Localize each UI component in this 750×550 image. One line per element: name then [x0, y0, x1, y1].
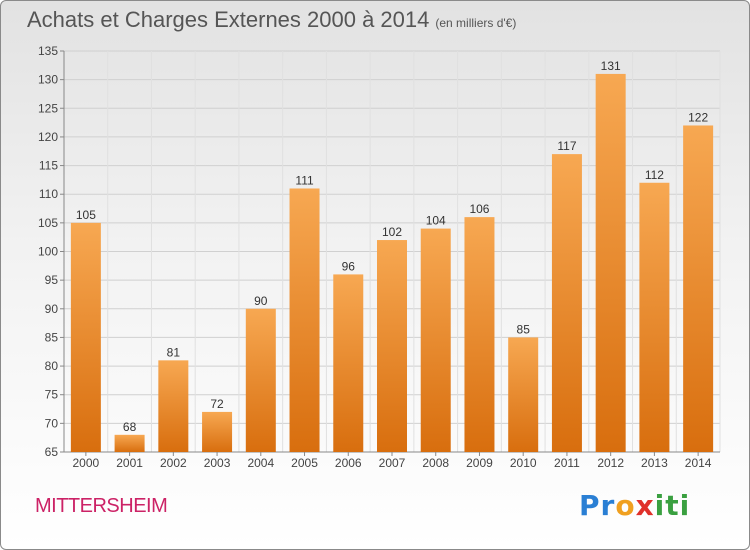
bar — [333, 274, 364, 452]
brand-logo: Proxiti — [579, 489, 690, 522]
bar — [245, 308, 276, 452]
x-tick-label: 2003 — [204, 456, 231, 470]
chart-subtitle: (en milliers d'€) — [435, 16, 517, 30]
bar — [683, 125, 714, 452]
y-tick-label: 105 — [38, 216, 58, 230]
bar — [114, 434, 145, 452]
data-label: 122 — [688, 110, 708, 124]
brand-logo-part: iti — [654, 489, 691, 522]
y-tick-label: 80 — [45, 359, 59, 373]
bar — [508, 337, 539, 452]
y-tick-label: 100 — [38, 245, 58, 259]
place-name: MITTERSHEIM — [35, 495, 168, 517]
data-label: 68 — [123, 420, 137, 434]
x-tick-label: 2008 — [422, 456, 449, 470]
x-tick-label: 2002 — [160, 456, 187, 470]
y-tick-label: 110 — [39, 187, 58, 201]
brand-logo-part: Pr — [579, 489, 616, 522]
chart-title: Achats et Charges Externes 2000 à 2014 (e… — [27, 7, 516, 33]
x-tick-label: 2005 — [291, 456, 318, 470]
data-label: 104 — [426, 214, 446, 228]
y-tick-label: 130 — [38, 73, 58, 87]
data-label: 106 — [469, 202, 489, 216]
y-tick-label: 85 — [45, 330, 59, 344]
bar — [464, 217, 495, 452]
bar — [377, 240, 407, 452]
x-tick-label: 2014 — [685, 456, 712, 470]
bar — [158, 360, 189, 452]
y-tick-label: 115 — [39, 159, 58, 173]
y-tick-label: 125 — [38, 101, 58, 115]
data-label: 72 — [210, 397, 224, 411]
data-label: 131 — [601, 59, 621, 73]
brand-logo-part: x — [635, 489, 655, 522]
x-tick-label: 2012 — [597, 456, 624, 470]
x-tick-label: 2007 — [379, 456, 406, 470]
x-tick-label: 2011 — [554, 456, 580, 470]
y-tick-label: 90 — [45, 302, 59, 316]
x-tick-label: 2004 — [247, 456, 274, 470]
data-label: 105 — [76, 208, 96, 222]
bar — [551, 154, 582, 452]
x-tick-label: 2001 — [116, 456, 143, 470]
data-labels: 105 68 81 72 90 111 96 102 104 106 85 117 131 112 122 — [76, 59, 709, 434]
data-label: 102 — [382, 225, 402, 239]
data-label: 90 — [254, 294, 268, 308]
bar — [70, 222, 101, 452]
bar — [289, 188, 320, 452]
data-label: 81 — [167, 345, 181, 359]
y-tick-label: 120 — [38, 130, 58, 144]
x-tick-label: 2013 — [641, 456, 668, 470]
y-tick-label: 95 — [45, 273, 59, 287]
y-tick-label: 75 — [45, 388, 59, 402]
x-tick-label: 2000 — [73, 456, 100, 470]
y-tick-label: 65 — [45, 445, 59, 459]
bar — [595, 73, 626, 453]
data-label: 117 — [557, 139, 576, 153]
y-tick-label: 70 — [45, 416, 59, 430]
bar — [639, 182, 670, 452]
bar — [420, 228, 451, 452]
data-label: 111 — [295, 173, 314, 187]
y-tick-label: 135 — [38, 44, 58, 58]
brand-logo-part: o — [615, 489, 636, 522]
data-label: 112 — [645, 168, 664, 182]
bars — [70, 73, 714, 453]
bar — [202, 411, 233, 452]
chart-title-text: Achats et Charges Externes 2000 à 2014 — [27, 7, 430, 32]
x-tick-label: 2010 — [510, 456, 537, 470]
x-tick-label: 2009 — [466, 456, 493, 470]
data-label: 96 — [342, 259, 356, 273]
data-label: 85 — [517, 322, 531, 336]
x-tick-label: 2006 — [335, 456, 362, 470]
